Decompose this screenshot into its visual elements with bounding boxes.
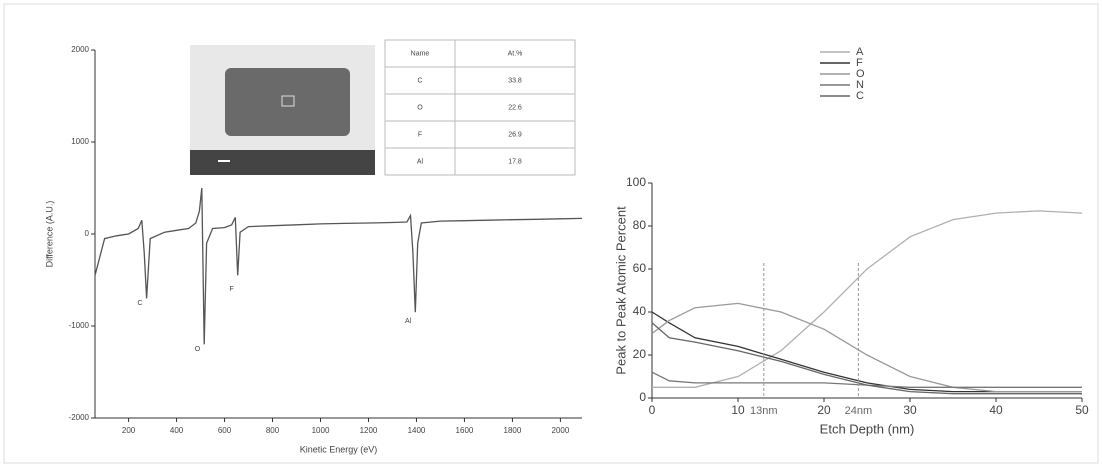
table-text: Al (417, 158, 424, 165)
table-text: 22.6 (508, 104, 522, 111)
legend-label: A (856, 46, 864, 58)
y-tick-label: 0 (639, 390, 646, 404)
scale-bar (218, 160, 230, 162)
table-text: 33.8 (508, 77, 522, 84)
x-tick-label: 30 (903, 403, 917, 417)
guide-label: 24nm (845, 405, 873, 417)
legend-label: O (856, 68, 865, 80)
y-tick-label: -1000 (69, 321, 90, 330)
peak-label: O (195, 346, 201, 353)
table-text: C (417, 77, 422, 84)
peak-label: Al (405, 318, 412, 325)
legend-label: C (856, 90, 864, 102)
legend-label: F (856, 57, 863, 69)
table-cell (454, 93, 576, 122)
x-tick-label: 40 (989, 403, 1003, 417)
x-axis-label: Kinetic Energy (eV) (300, 444, 378, 454)
series-line (651, 371, 1082, 388)
inset-image (190, 45, 375, 175)
x-tick-label: 0 (649, 403, 656, 417)
peak-label: F (229, 286, 233, 293)
image-strip (190, 150, 375, 175)
y-tick-label: 2000 (71, 45, 89, 54)
table-text: O (417, 104, 423, 111)
x-tick-label: 1400 (408, 426, 426, 435)
table-cell (454, 147, 576, 176)
x-tick-label: 1800 (504, 426, 522, 435)
y-axis-label: Peak to Peak Atomic Percent (613, 206, 628, 375)
x-tick-label: 1600 (456, 426, 474, 435)
x-tick-label: 1200 (360, 426, 378, 435)
x-tick-label: 50 (1075, 403, 1089, 417)
table-text: 26.9 (508, 131, 522, 138)
x-tick-label: 800 (266, 426, 280, 435)
x-tick-label: 20 (817, 403, 831, 417)
table-text: F (418, 131, 422, 138)
table-header: Name (411, 50, 430, 57)
peak-label: C (138, 300, 143, 307)
x-tick-label: 2000 (552, 426, 570, 435)
image-pad (225, 68, 350, 136)
x-tick-label: 10 (731, 403, 745, 417)
y-tick-label: 100 (626, 175, 646, 189)
table-cell (454, 39, 576, 68)
y-axis-label: Difference (A.U.) (44, 201, 54, 268)
x-tick-label: 1000 (312, 426, 330, 435)
y-tick-label: 80 (633, 218, 647, 232)
y-tick-label: 1000 (71, 137, 89, 146)
y-tick-label: 40 (633, 304, 647, 318)
legend-label: N (856, 79, 864, 91)
y-tick-label: 20 (633, 347, 647, 361)
y-tick-label: 0 (85, 229, 90, 238)
table-text: 17.8 (508, 158, 522, 165)
spectrum-line (94, 187, 583, 345)
guide-label: 13nm (750, 405, 778, 417)
table-header: At.% (508, 50, 523, 57)
y-tick-label: -2000 (69, 413, 90, 422)
x-tick-label: 600 (218, 426, 232, 435)
table-cell (454, 66, 576, 95)
x-tick-label: 200 (122, 426, 136, 435)
x-axis-label: Etch Depth (nm) (820, 421, 915, 436)
series-line (651, 302, 1082, 393)
y-tick-label: 60 (633, 261, 647, 275)
table-cell (454, 120, 576, 149)
series-line (652, 210, 1083, 388)
image-roi (281, 95, 295, 107)
series-line (651, 322, 1082, 395)
x-tick-label: 400 (170, 426, 184, 435)
